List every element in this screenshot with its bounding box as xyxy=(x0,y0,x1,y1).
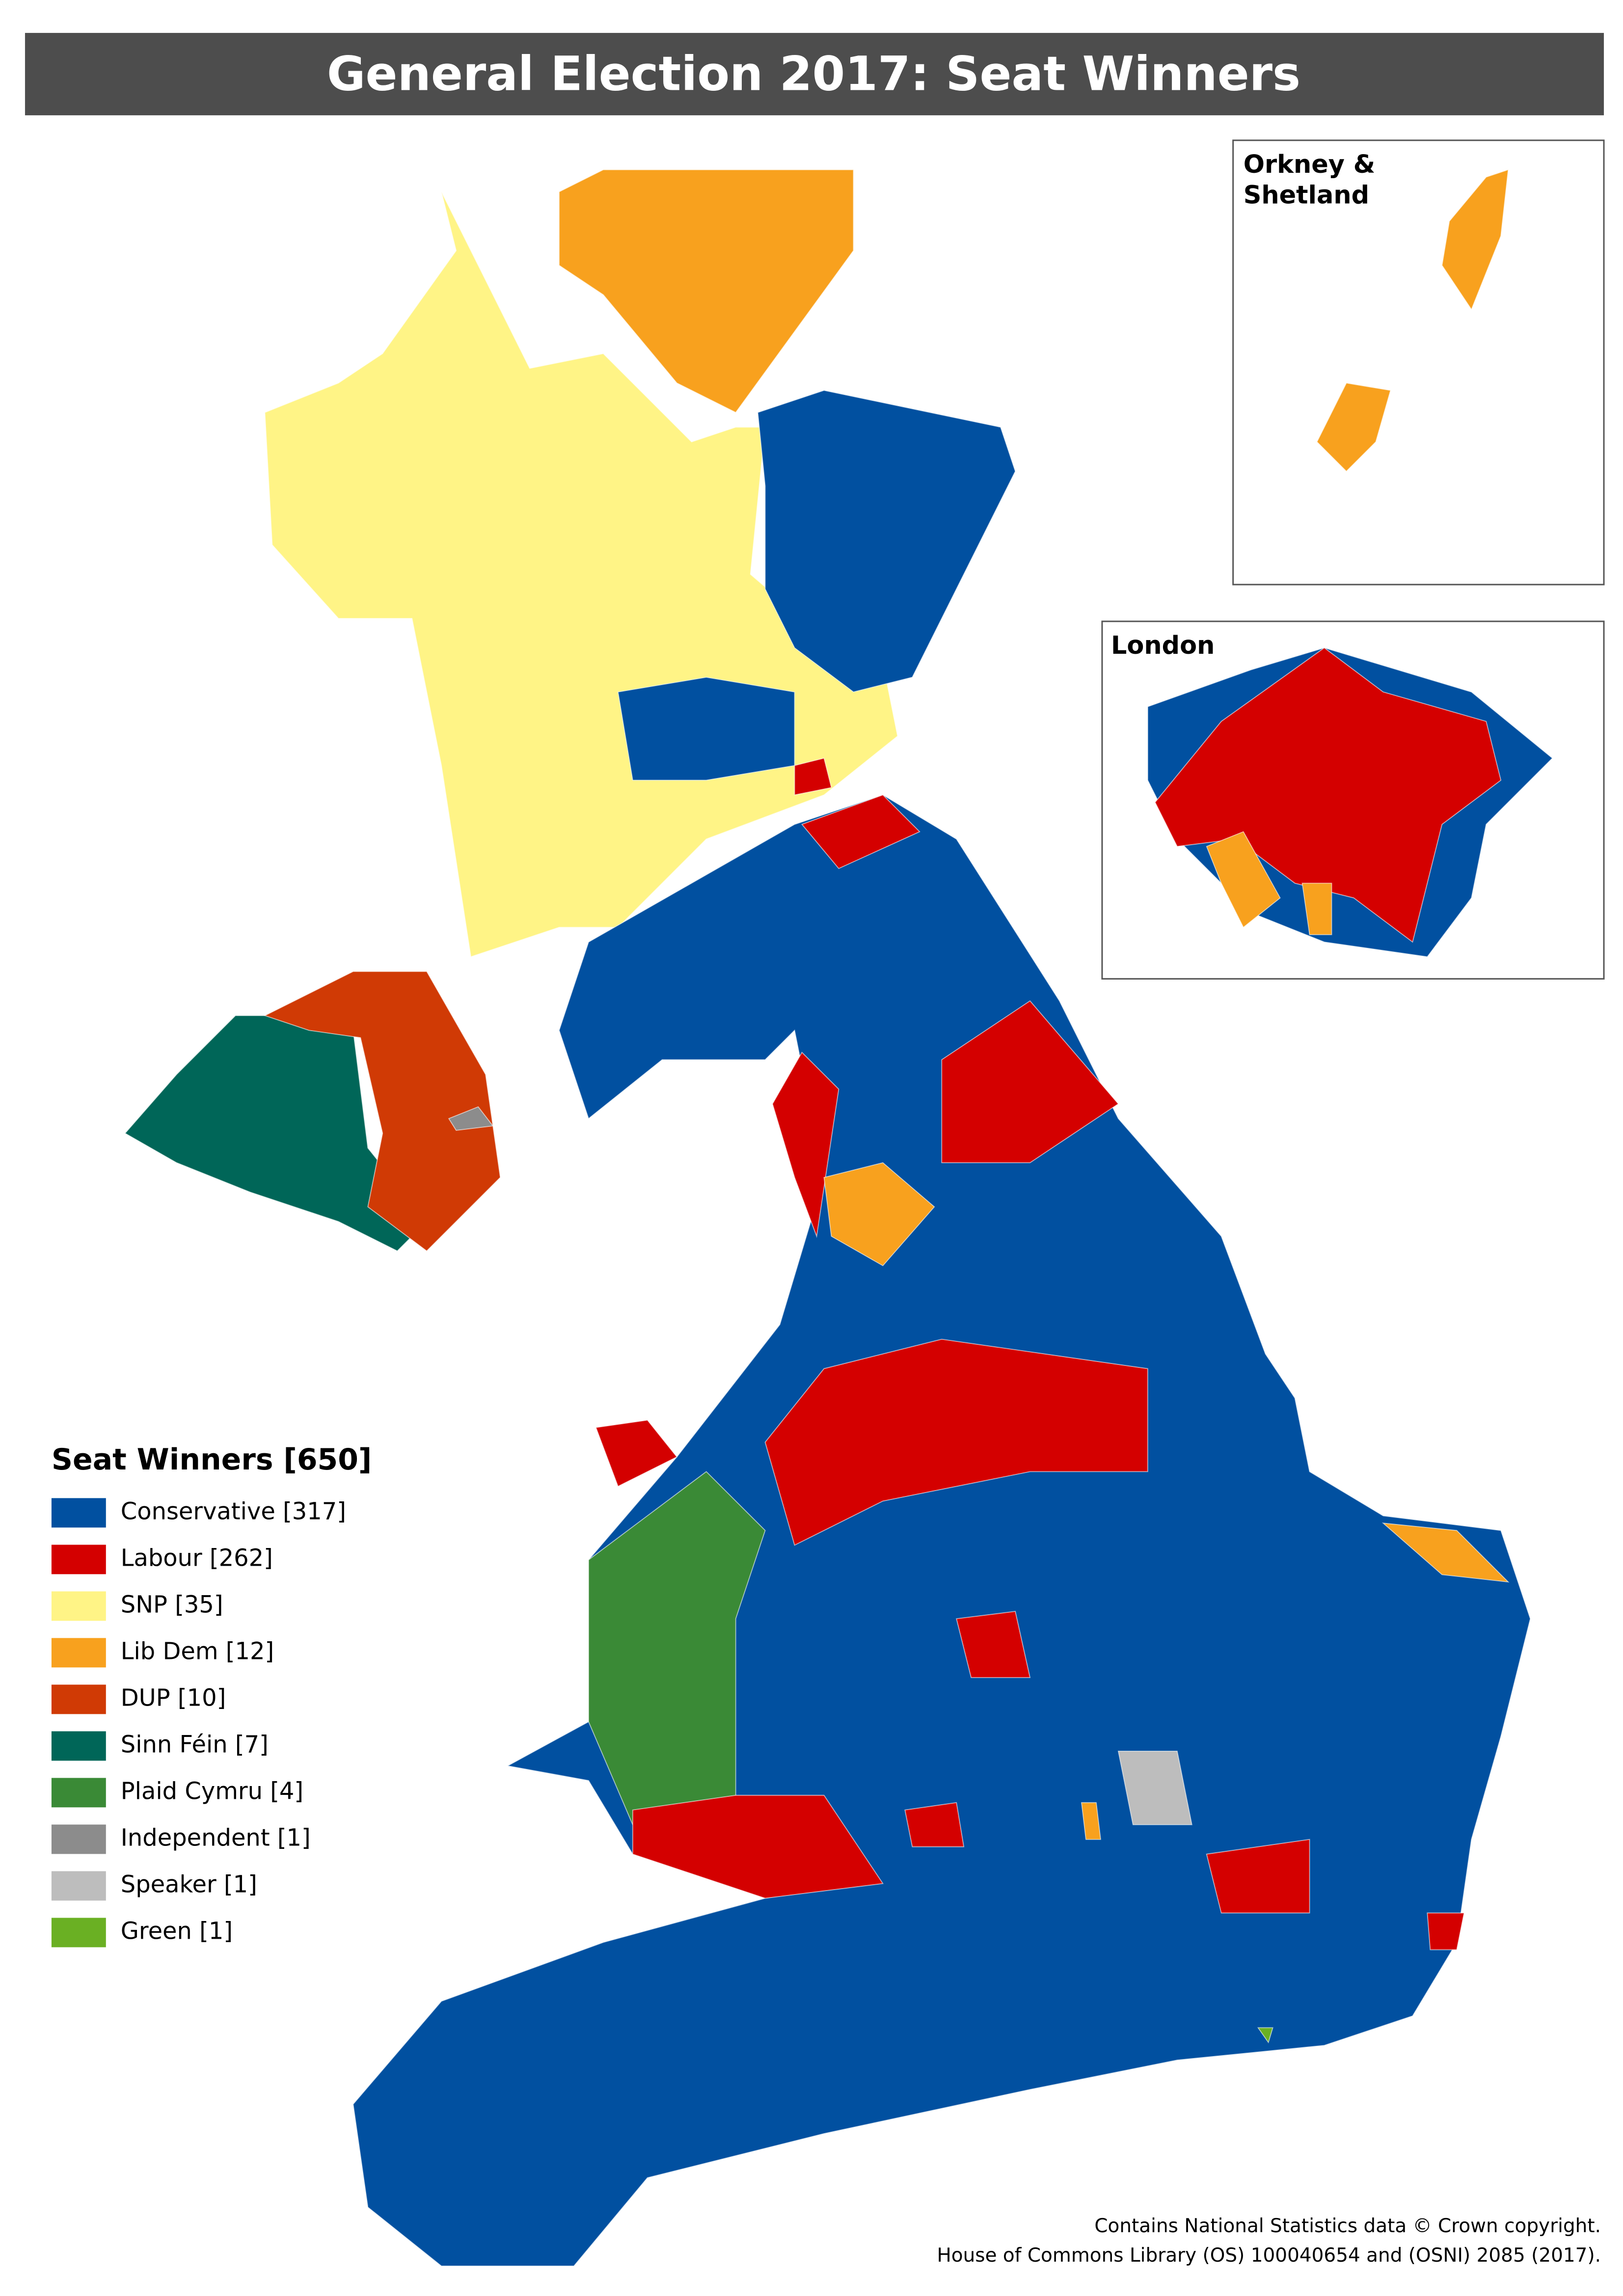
legend-label: SNP [35] xyxy=(121,1591,223,1618)
legend-swatch xyxy=(51,1498,106,1528)
region-labour xyxy=(764,1338,1148,1546)
legend-label: Plaid Cymru [4] xyxy=(121,1777,303,1805)
legend-label: Labour [262] xyxy=(121,1544,273,1572)
inset-frame xyxy=(1232,139,1605,586)
region-green xyxy=(1257,2027,1273,2044)
footer: House of Commons Library (OS) 100040654 … xyxy=(937,2244,1601,2267)
region-libdem xyxy=(1081,1802,1101,1840)
legend-swatch xyxy=(51,1918,106,1948)
legend-swatch xyxy=(51,1824,106,1854)
region-con xyxy=(352,794,1531,2267)
region-labour xyxy=(772,1051,839,1238)
legend-swatch xyxy=(51,1871,106,1901)
title: General Election 2017: Seat Winners xyxy=(327,46,1300,101)
region-labour xyxy=(904,1802,965,1847)
legend: Seat Winners [650] Conservative [317] Lab… xyxy=(51,1442,372,1948)
inset-orkney: Orkney & Shetland xyxy=(1232,139,1605,586)
region-con xyxy=(757,390,1016,693)
map xyxy=(124,169,1531,2267)
legend-swatch xyxy=(51,1684,106,1714)
region-labour xyxy=(956,1611,1031,1678)
legend-swatch xyxy=(51,1731,106,1761)
legend-swatch xyxy=(51,1545,106,1575)
inset-london: London xyxy=(1101,620,1605,980)
inset-label: Orkney & xyxy=(1244,150,1375,179)
region-libdem xyxy=(1206,831,1281,928)
region-speaker xyxy=(1117,1750,1192,1825)
title-bar xyxy=(25,33,1604,115)
region-libdem xyxy=(823,1162,935,1266)
legend-label: DUP [10] xyxy=(121,1684,226,1711)
inset-label: London xyxy=(1111,631,1215,660)
legend-label: Speaker [1] xyxy=(121,1870,257,1898)
legend-label: Lib Dem [12] xyxy=(121,1637,274,1665)
legend-label: Green [1] xyxy=(121,1917,233,1945)
legend-label: Independent [1] xyxy=(121,1824,311,1851)
inset-label: Shetland xyxy=(1244,181,1369,210)
legend-title: Seat Winners [650] xyxy=(52,1442,372,1477)
legend-swatch xyxy=(51,1778,106,1808)
region-labour xyxy=(1206,1839,1310,1914)
region-libdem xyxy=(1316,382,1391,472)
region-libdem xyxy=(559,169,854,413)
region-libdem xyxy=(1441,169,1509,311)
region-libdem xyxy=(1381,1522,1510,1583)
region-labour xyxy=(794,757,832,796)
region-labour xyxy=(801,794,920,869)
region-con xyxy=(617,676,795,781)
region-labour xyxy=(1427,1912,1465,1950)
region-labour xyxy=(595,1419,678,1487)
region-dup xyxy=(264,971,501,1252)
region-plaid xyxy=(588,1471,766,1825)
region-labour xyxy=(941,1000,1119,1163)
legend-swatch xyxy=(51,1591,106,1621)
region-libdem xyxy=(1301,882,1332,935)
legend-label: Sinn Féin [7] xyxy=(121,1731,269,1758)
legend-label: Conservative [317] xyxy=(121,1497,346,1525)
region-labour xyxy=(632,1794,884,1899)
legend-swatch xyxy=(51,1638,106,1668)
footer: Contains National Statistics data © Crow… xyxy=(1094,2215,1601,2237)
region-independent xyxy=(448,1106,494,1131)
